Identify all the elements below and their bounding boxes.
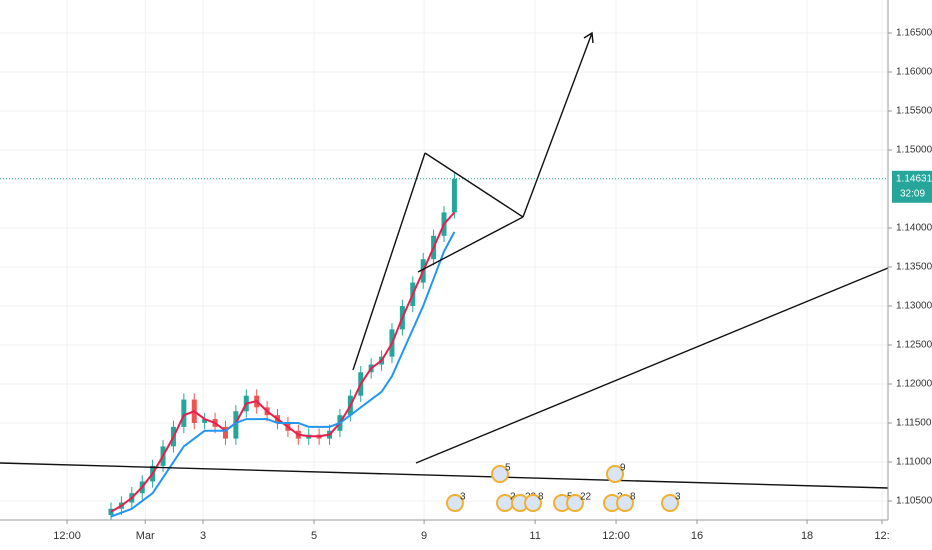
- triangle-edge: [424, 152, 524, 218]
- y-tick-label: 1.13000: [896, 301, 932, 312]
- event-label: 22: [580, 492, 592, 503]
- indicator-line: [110, 231, 456, 518]
- y-tick-label: 1.10500: [896, 496, 932, 507]
- events: 5932228522283: [446, 463, 681, 512]
- candle-body: [181, 399, 187, 427]
- event-icon: [566, 494, 584, 512]
- drawings: [0, 31, 889, 489]
- y-tick-label: 1.11000: [896, 457, 932, 468]
- x-tick-label: 18: [801, 530, 813, 542]
- event-label: 8: [538, 492, 544, 503]
- x-tick-label: 5: [311, 530, 317, 542]
- event-label: 9: [620, 463, 626, 474]
- x-tick-label: 16: [691, 530, 703, 542]
- x-tick-label: 12:00: [53, 530, 81, 542]
- event-icon: [606, 465, 624, 483]
- event-icon: [616, 494, 634, 512]
- price-axis-bg: [888, 0, 932, 550]
- event-label: 3: [460, 492, 466, 503]
- y-tick-label: 1.12500: [896, 340, 932, 351]
- countdown-label: 32:09: [900, 188, 925, 199]
- axes: 1.10500 1.11000 1.11500 1.12000 1.12500 1.130…: [53, 28, 932, 542]
- x-tick-label: 12:: [874, 530, 889, 542]
- y-tick-label: 1.13500: [896, 262, 932, 273]
- event-icon: [524, 494, 542, 512]
- event-label: 2: [510, 492, 516, 503]
- arrow: [522, 32, 593, 218]
- candle-body: [233, 411, 239, 439]
- triangle-edge: [352, 152, 426, 371]
- grid: [0, 0, 888, 520]
- candle-body: [451, 178, 457, 213]
- x-tick-label: 9: [421, 530, 427, 542]
- x-tick-label: 12:00: [602, 530, 630, 542]
- y-tick-label: 1.16500: [896, 28, 932, 39]
- arrow-head: [583, 31, 594, 44]
- y-tick-label: 1.15000: [896, 145, 932, 156]
- plot: [0, 172, 888, 522]
- candle-body: [202, 419, 208, 423]
- candle-body: [222, 426, 228, 439]
- event-icon: [661, 494, 679, 512]
- last-price-label: 1.14631: [896, 173, 932, 184]
- y-tick-label: 1.16000: [896, 67, 932, 78]
- x-tick-label: Mar: [136, 530, 155, 542]
- time-axis-bg: [0, 520, 932, 550]
- y-tick-label: 1.14000: [896, 223, 932, 234]
- event-label: 8: [630, 492, 636, 503]
- y-tick-label: 1.12000: [896, 379, 932, 390]
- triangle-edge: [417, 216, 524, 273]
- y-tick-label: 1.11500: [896, 418, 932, 429]
- x-tick-label: 3: [200, 530, 206, 542]
- event-icon: [491, 465, 509, 483]
- trend-line: [415, 267, 889, 464]
- trend-line: [0, 462, 889, 489]
- event-label: 3: [675, 492, 681, 503]
- y-tick-label: 1.15500: [896, 106, 932, 117]
- x-tick-label: 11: [529, 530, 540, 542]
- event-icon: [446, 494, 464, 512]
- event-label: 5: [505, 463, 511, 474]
- last-price-tag: [892, 170, 932, 203]
